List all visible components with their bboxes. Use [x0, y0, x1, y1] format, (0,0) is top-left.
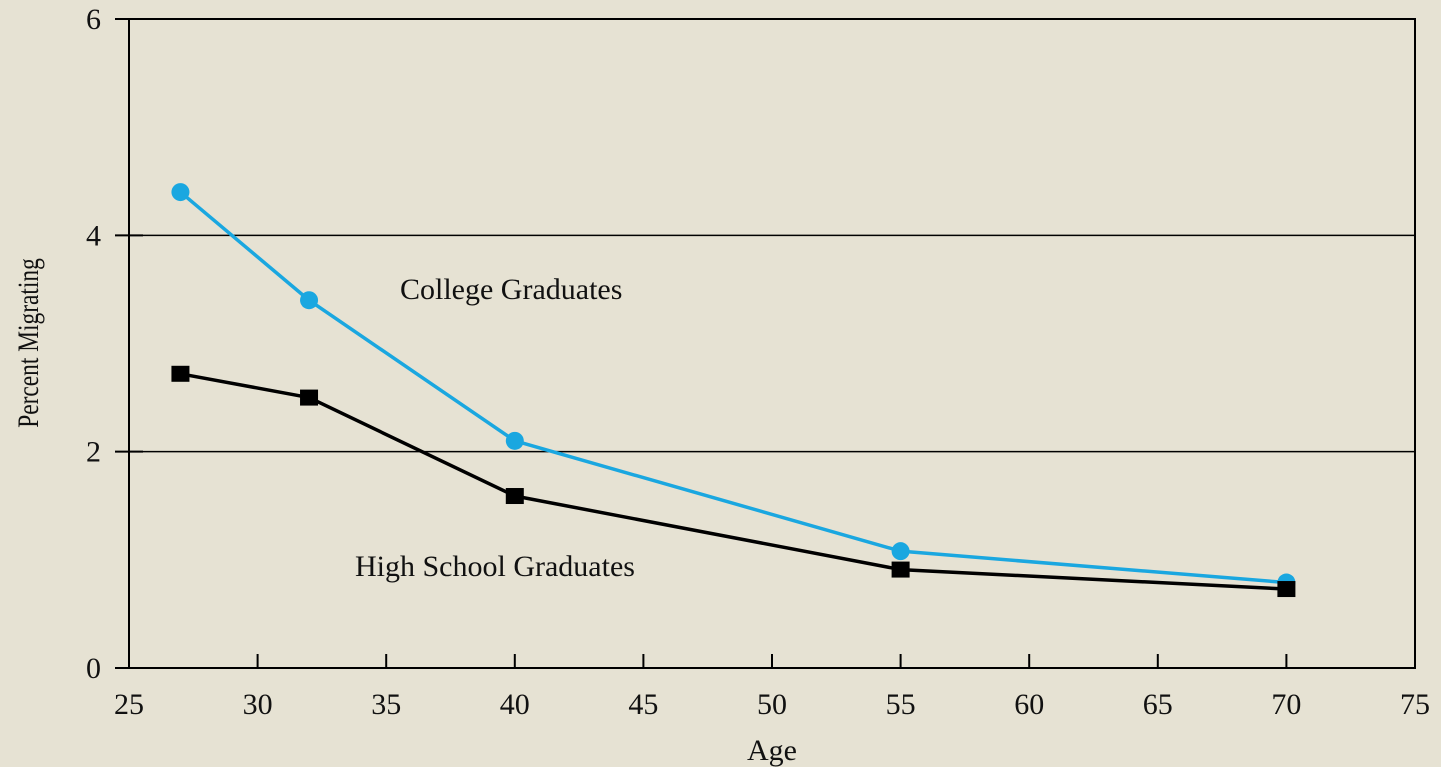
x-tick-label: 70 — [1271, 688, 1301, 721]
series-label-college: College Graduates — [400, 273, 622, 306]
data-point — [891, 561, 910, 578]
data-point — [505, 431, 524, 450]
series-group — [171, 183, 1296, 598]
data-point — [505, 488, 524, 505]
x-tick-label: 45 — [628, 688, 658, 721]
y-tick-label: 6 — [86, 3, 101, 36]
data-point — [300, 291, 319, 310]
x-tick-label: 50 — [757, 688, 787, 721]
series-line-1 — [180, 372, 1287, 591]
y-tick-label: 0 — [86, 652, 101, 685]
plot-frame — [128, 18, 1416, 669]
series-line-0 — [179, 190, 1287, 585]
data-point — [1277, 581, 1296, 598]
x-tick-label: 60 — [1014, 688, 1044, 721]
x-tick-label: 25 — [114, 688, 144, 721]
data-point — [300, 389, 319, 406]
y-axis-title: Percent Migrating — [11, 258, 44, 428]
x-tick-label: 75 — [1400, 688, 1430, 721]
data-point — [171, 183, 190, 202]
y-tick-label: 4 — [86, 219, 101, 252]
axis-ticks: 25 30 35 40 45 50 55 60 65 70 75 0 2 4 6 — [86, 3, 1430, 721]
data-point — [891, 542, 910, 561]
x-tick-label: 35 — [371, 688, 401, 721]
x-tick-label: 65 — [1143, 688, 1173, 721]
grid-lines — [129, 234, 1415, 453]
x-tick-label: 55 — [886, 688, 916, 721]
data-point — [171, 365, 190, 382]
x-tick-label: 40 — [500, 688, 530, 721]
y-tick-label: 2 — [86, 436, 101, 469]
x-axis-title: Age — [747, 734, 797, 767]
x-tick-label: 30 — [243, 688, 273, 721]
series-label-high-school: High School Graduates — [355, 550, 635, 583]
